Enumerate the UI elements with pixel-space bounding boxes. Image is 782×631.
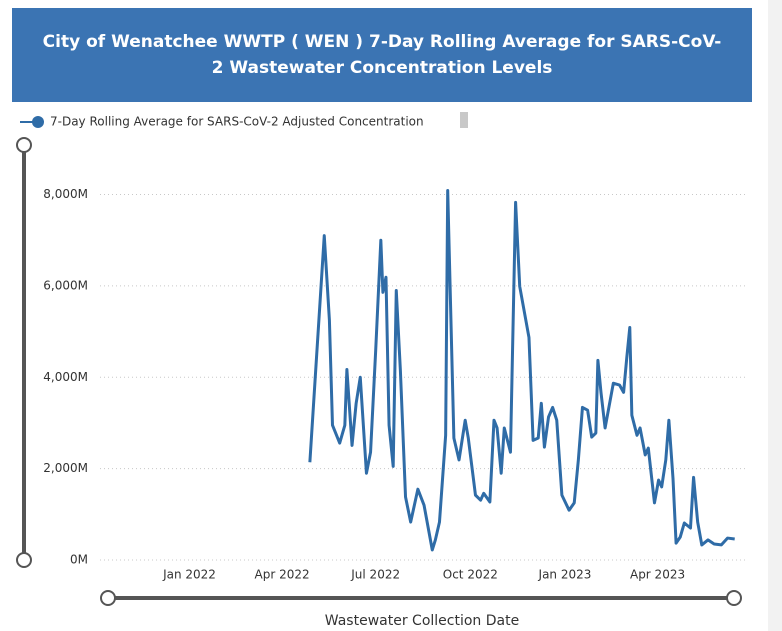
x-tick-label: Oct 2022 [443,568,498,582]
data-line [308,188,735,552]
y-tick-label: 6,000M [43,278,88,292]
x-scroll-handle[interactable] [100,590,116,606]
side-pane [768,0,782,631]
x-axis-title: Wastewater Collection Date [325,613,519,629]
legend-scroll[interactable] [460,112,468,128]
legend-label: 7-Day Rolling Average for SARS-CoV-2 Adj… [50,115,424,129]
y-tick-label: 4,000M [43,370,88,384]
chart-title: City of Wenatchee WWTP ( WEN ) 7-Day Rol… [12,8,752,102]
y-scroll-handle[interactable] [16,552,32,568]
y-tick-label: 8,000M [43,187,88,201]
y-tick-label: 0M [70,553,88,567]
x-tick-label: Jul 2022 [350,568,400,582]
y-scroll-handle[interactable] [16,137,32,153]
legend-marker [32,116,44,128]
x-tick-label: Apr 2022 [255,568,310,582]
x-tick-label: Jan 2023 [538,568,592,582]
x-scroll-handle[interactable] [726,590,742,606]
x-tick-label: Apr 2023 [630,568,685,582]
y-tick-label: 2,000M [43,461,88,475]
x-tick-label: Jan 2022 [162,568,216,582]
